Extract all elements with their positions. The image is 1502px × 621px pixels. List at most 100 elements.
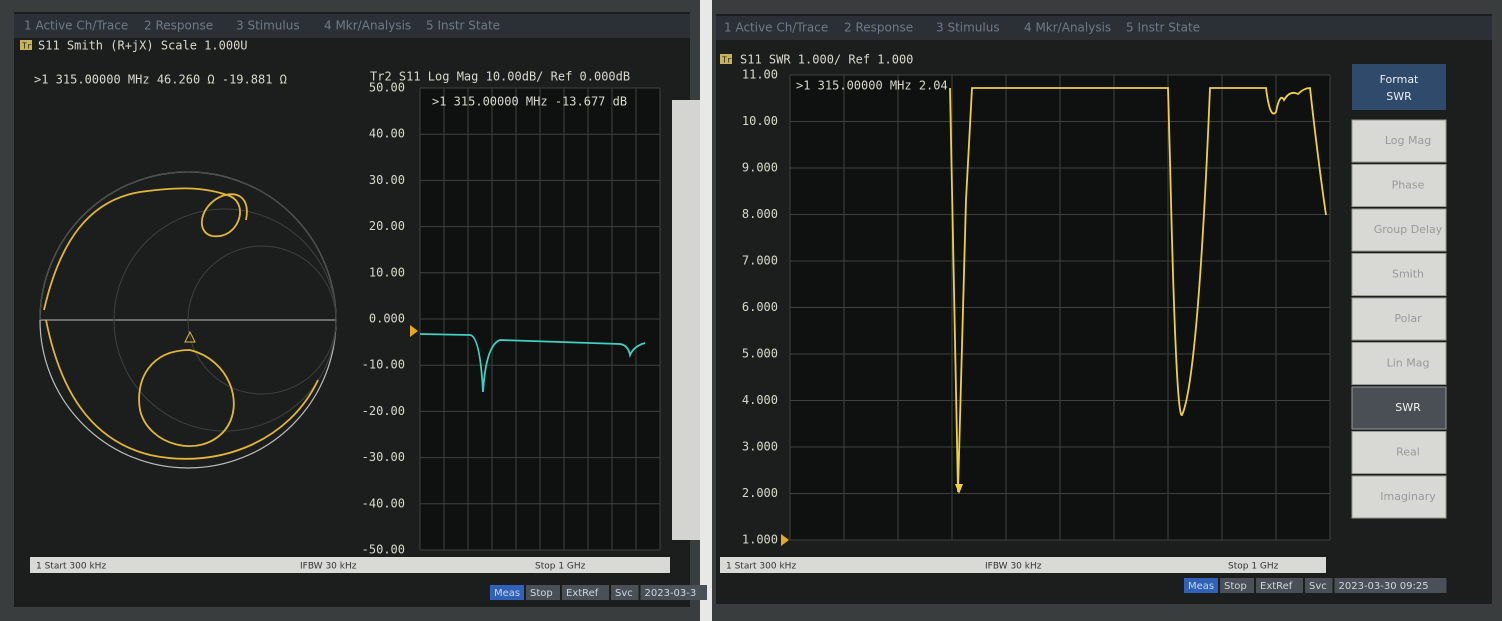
y-tick-label: 40.00 <box>369 127 405 141</box>
status-indicator <box>1334 578 1447 593</box>
y-tick-label: 20.00 <box>369 219 405 233</box>
softkey-label[interactable]: Phase <box>1392 179 1425 192</box>
softkey[interactable] <box>1351 208 1447 252</box>
softkey[interactable] <box>1351 253 1447 296</box>
status-indicator-label: 2023-03-3 <box>645 588 697 599</box>
status-indicator-label: Svc <box>615 588 633 599</box>
softkey[interactable] <box>1351 164 1447 207</box>
status-ifbw: IFBW 30 kHz <box>300 562 357 572</box>
right-bottom: Meas Stop ExtRef Svc 2023-03-30 09:25 <box>1184 578 1447 593</box>
softkey-label[interactable]: Real <box>1396 446 1420 459</box>
y-tick-label: 50.00 <box>369 81 405 95</box>
y-tick-label: 2.000 <box>742 486 778 500</box>
status-indicator-label: ExtRef <box>566 588 599 599</box>
tr-badge <box>20 40 32 50</box>
tr-badge <box>720 54 732 64</box>
softkey-panel: Format SWR Log Mag Phase Group Delay Smith Pol… <box>1351 64 1447 519</box>
softkey-header <box>1352 64 1446 110</box>
trace-title: Tr2 S11 Log Mag 10.00dB/ Ref 0.000dB <box>370 70 630 84</box>
status-indicator-label: ExtRef <box>1260 581 1293 592</box>
y-tick-label: 4.000 <box>742 393 778 407</box>
status-indicator <box>1220 578 1254 593</box>
status-indicator <box>526 585 560 600</box>
ref-marker <box>781 534 789 546</box>
status-ifbw: IFBW 30 kHz <box>985 562 1042 572</box>
marker-readout: >1 315.00000 MHz -13.677 dB <box>432 95 627 109</box>
trace <box>949 87 1327 493</box>
right-menu: 1 Active Ch/Trace 2 Response 3 Stimulus 4 M… <box>724 21 1200 35</box>
status-indicator <box>640 585 707 600</box>
trace-title: S11 SWR 1.000/ Ref 1.000 <box>740 53 913 67</box>
status-indicator <box>1184 578 1218 593</box>
y-tick-label: 7.000 <box>742 254 778 268</box>
y-tick-label: 1.000 <box>742 533 778 547</box>
softkey-label[interactable]: Lin Mag <box>1387 357 1430 370</box>
status-indicator <box>1305 578 1333 593</box>
y-tick-label: -30.00 <box>362 450 405 464</box>
left-menubar <box>14 14 690 38</box>
y-tick-label: 6.000 <box>742 300 778 314</box>
marker-readout: >1 315.00000 MHz 2.04 <box>796 79 948 93</box>
softkey[interactable] <box>1351 386 1447 430</box>
status-indicator-label: Stop <box>530 588 553 599</box>
menu-item[interactable]: 2 Response <box>144 19 213 33</box>
y-tick-label: 3.000 <box>742 440 778 454</box>
softkey[interactable] <box>1351 119 1447 163</box>
softkey-label[interactable]: Log Mag <box>1385 134 1431 147</box>
marker <box>955 484 963 494</box>
left-menu: 1 Active Ch/Trace 2 Response 3 Stimulus 4 M… <box>24 19 500 33</box>
menu-item[interactable]: 5 Instr State <box>426 19 500 33</box>
y-tick-label: 0.000 <box>369 312 405 326</box>
softkey[interactable] <box>1351 342 1447 385</box>
y-tick-label: 11.00 <box>742 68 778 82</box>
softkey-label[interactable]: SWR <box>1395 401 1421 414</box>
y-tick-label: -10.00 <box>362 358 405 372</box>
y-tick-label: 10.00 <box>742 114 778 128</box>
tr-badge-text: Tr1 <box>722 56 737 65</box>
status-indicator-label: Meas <box>494 588 520 599</box>
status-indicator <box>1256 578 1303 593</box>
softkey-label[interactable]: Smith <box>1392 268 1424 281</box>
menu-item[interactable]: 5 Instr State <box>1126 21 1200 35</box>
y-tick-label: 10.00 <box>369 265 405 279</box>
softkey-title: Format <box>1380 73 1419 86</box>
status-indicator <box>490 585 524 600</box>
softkey-label[interactable]: Polar <box>1394 312 1422 325</box>
smith-chart <box>39 171 337 469</box>
ref-marker <box>410 325 418 337</box>
status-bar <box>720 557 1326 573</box>
status-start: 1 Start 300 kHz <box>36 562 106 572</box>
softkey[interactable] <box>1351 431 1447 474</box>
marker-readout: >1 315.00000 MHz 46.260 Ω -19.881 Ω <box>34 73 287 87</box>
right-menubar <box>716 16 1492 40</box>
menu-item[interactable]: 3 Stimulus <box>236 19 300 33</box>
status-indicator-label: Stop <box>1224 581 1247 592</box>
softkey-current: SWR <box>1386 90 1412 103</box>
status-stop: Stop 1 GHz <box>535 562 586 572</box>
menu-item[interactable]: 4 Mkr/Analysis <box>1024 21 1111 35</box>
y-tick-label: -40.00 <box>362 496 405 510</box>
y-tick-label: -20.00 <box>362 404 405 418</box>
status-indicator <box>611 585 639 600</box>
trace <box>419 333 646 393</box>
menu-item[interactable]: 1 Active Ch/Trace <box>24 19 128 33</box>
status-stop: Stop 1 GHz <box>1228 562 1279 572</box>
tr-badge-text: Tr1 <box>22 42 37 51</box>
menu-item[interactable]: 3 Stimulus <box>936 21 1000 35</box>
y-tick-label: 30.00 <box>369 173 405 187</box>
status-indicator <box>562 585 609 600</box>
status-indicator-label: Meas <box>1188 581 1214 592</box>
menu-item[interactable]: 2 Response <box>844 21 913 35</box>
softkey[interactable] <box>1351 297 1447 341</box>
softkey-label[interactable]: Imaginary <box>1380 490 1436 503</box>
y-tick-label: -50.00 <box>362 543 405 557</box>
status-indicator-label: 2023-03-30 09:25 <box>1339 581 1429 592</box>
softkey[interactable] <box>1351 475 1447 519</box>
menu-item[interactable]: 1 Active Ch/Trace <box>724 21 828 35</box>
status-start: 1 Start 300 kHz <box>726 562 796 572</box>
softkey-label[interactable]: Group Delay <box>1374 223 1443 236</box>
left-bottom: Meas Stop ExtRef Svc 2023-03-3 <box>490 585 707 600</box>
trace-title: S11 Smith (R+jX) Scale 1.000U <box>38 39 248 53</box>
menu-item[interactable]: 4 Mkr/Analysis <box>324 19 411 33</box>
